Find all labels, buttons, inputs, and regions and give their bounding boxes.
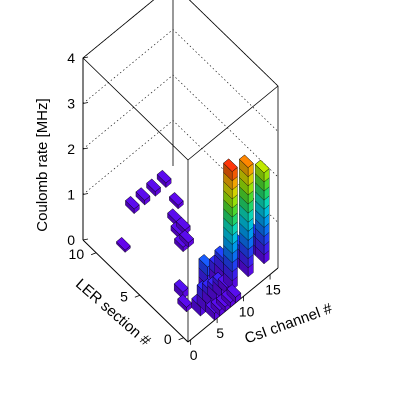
plot-frame xyxy=(82,0,279,343)
bar-top-face xyxy=(175,216,191,231)
bar-11-7 xyxy=(175,216,191,236)
axis-ticks: 0 1 2 3 4 0 5 10 15 0 5 10 xyxy=(67,50,281,363)
y-axis-title: LER section # xyxy=(72,276,154,351)
bar-10-6 xyxy=(179,229,195,248)
top-edge-front xyxy=(187,85,279,161)
z-tick-label: 3 xyxy=(67,96,75,112)
bar-top-face xyxy=(146,178,161,193)
bar-3-9 xyxy=(116,236,131,253)
bar-13-9 xyxy=(168,192,184,210)
bar-13-1 xyxy=(238,154,254,278)
y-tick-mark xyxy=(90,252,97,256)
z-tick-label: 4 xyxy=(67,50,75,66)
z-axis-title: Coulomb rate [MHz] xyxy=(34,98,51,231)
bar-10-1 xyxy=(223,158,238,291)
x-tick-label: 10 xyxy=(239,303,255,319)
z-tick-mark xyxy=(82,238,89,241)
bar-top-face xyxy=(179,229,195,244)
x-axis-title: CsI channel # xyxy=(242,300,335,348)
z-tick-mark xyxy=(82,56,89,59)
bar-12-11 xyxy=(146,178,161,197)
z-tick-mark xyxy=(82,147,89,150)
y-tick-label: 5 xyxy=(120,288,128,304)
bar-14-11 xyxy=(156,169,172,189)
y-axis-line xyxy=(82,239,189,343)
bar-top-face xyxy=(238,154,254,169)
bar-top-face xyxy=(254,159,270,174)
bar-10-11 xyxy=(135,187,151,206)
z-tick-mark xyxy=(82,102,89,104)
bar-top-face xyxy=(173,279,189,293)
z-tick-label: 1 xyxy=(67,187,75,203)
z-gridline xyxy=(82,0,279,87)
z-gridline xyxy=(82,74,279,178)
z-gridline xyxy=(82,120,279,223)
bar-16-1 xyxy=(254,159,270,265)
bar-top-face xyxy=(226,284,242,298)
x-tick-label: 5 xyxy=(216,325,224,341)
bar-top-face xyxy=(177,294,193,308)
y-tick-label: 0 xyxy=(164,331,172,347)
x-tick-label: 15 xyxy=(265,282,281,298)
z-gridline xyxy=(82,29,279,132)
y-tick-mark xyxy=(134,294,141,298)
bar-top-face xyxy=(116,236,131,251)
bar-8-11 xyxy=(125,195,140,215)
z-tick-label: 0 xyxy=(67,232,75,248)
y-tick-label: 10 xyxy=(69,246,85,262)
z-tick-label: 2 xyxy=(67,141,75,157)
bar-9-0 xyxy=(226,284,242,304)
bar-3-2 xyxy=(177,294,193,313)
bar-top-face xyxy=(135,187,151,201)
bar-top-face xyxy=(125,195,140,210)
bars-group xyxy=(116,154,270,321)
z-tick-mark xyxy=(82,193,89,195)
x-tick-label: 0 xyxy=(190,347,198,363)
bar-top-face xyxy=(168,192,184,206)
bar-top-face xyxy=(156,169,172,184)
bar-top-face xyxy=(223,158,238,173)
top-edge-left xyxy=(82,57,189,161)
y-tick-mark xyxy=(178,337,184,341)
